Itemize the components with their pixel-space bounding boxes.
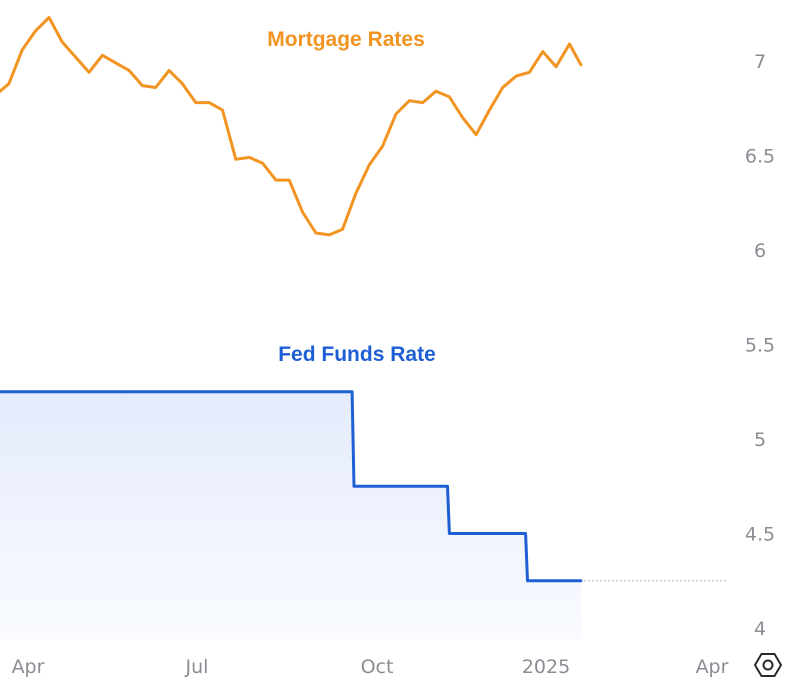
mortgage-rates-line [0, 16, 583, 237]
fed-funds-rate-line [0, 390, 583, 583]
x-tick-label: 2025 [522, 656, 570, 678]
y-tick-label: 7 [754, 51, 766, 73]
x-tick-label: Oct [361, 656, 394, 678]
x-tick-label: Apr [696, 656, 729, 678]
y-tick-label: 4.5 [745, 524, 775, 546]
y-tick-label: 5.5 [745, 335, 775, 357]
x-tick-label: Apr [12, 656, 45, 678]
y-tick-label: 6 [754, 240, 766, 262]
y-tick-label: 6.5 [745, 146, 775, 168]
mortgage-rates-label: Mortgage Rates [267, 28, 425, 51]
settings-button[interactable] [753, 653, 783, 677]
x-tick-label: Jul [185, 656, 209, 678]
hexagon-gear-icon[interactable] [753, 653, 783, 677]
y-tick-label: 5 [754, 429, 766, 451]
fed-funds-rate-area [0, 391, 581, 640]
fed-funds-rate-label: Fed Funds Rate [278, 343, 436, 366]
y-tick-label: 4 [754, 618, 766, 640]
